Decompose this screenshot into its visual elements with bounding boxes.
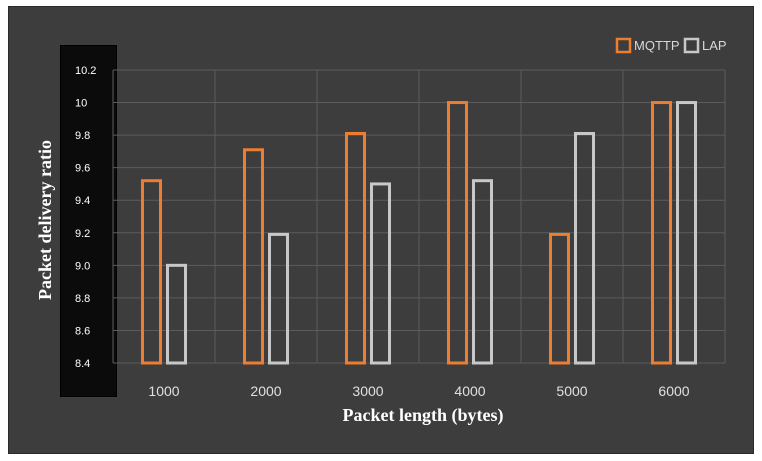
x-tick-label: 3000 [352,383,383,399]
bar-lap-2000 [268,232,289,365]
x-tick-label: 6000 [658,383,689,399]
y-tick-label: 10.2 [75,65,96,77]
bar-mqttp-4000 [447,101,468,365]
bar-mqttp-6000 [651,101,672,365]
legend-swatch-mqttp [615,37,632,54]
y-tick-label: 8.4 [75,358,90,370]
bar-lap-3000 [370,182,391,365]
bar-lap-6000 [676,101,697,365]
y-tick-label: 9.6 [75,163,90,175]
bar-mqttp-1000 [141,179,162,365]
y-tick-label: 8.8 [75,293,90,305]
y-tick-label: 9.4 [75,195,90,207]
y-axis-panel [60,45,117,397]
x-tick-labels: 1000 2000 3000 4000 5000 6000 [148,383,689,399]
x-tick-label: 2000 [250,383,281,399]
bar-mqttp-2000 [243,148,264,365]
legend: MQTTP LAP [615,37,727,54]
gridlines [112,69,726,364]
legend-label-lap: LAP [702,38,727,53]
y-tick-label: 9.0 [75,260,90,272]
legend-label-mqttp: MQTTP [634,38,680,53]
y-tick-label: 8.6 [75,325,90,337]
y-tick-labels: 8.4 8.6 8.8 9.0 9.2 9.4 9.6 9.8 10 10.2 [75,65,96,370]
x-tick-label: 5000 [556,383,587,399]
bar-mqttp-3000 [345,131,366,365]
bar-lap-5000 [574,131,595,365]
x-axis-title: Packet length (bytes) [343,405,504,426]
bar-lap-1000 [166,263,187,365]
y-tick-label: 9.8 [75,130,90,142]
y-axis-title: Packet delivery ratio [35,140,55,300]
x-tick-label: 1000 [148,383,179,399]
x-tick-label: 4000 [454,383,485,399]
y-tick-label: 9.2 [75,228,90,240]
bar-lap-4000 [472,179,493,365]
bars [141,101,697,365]
bar-mqttp-5000 [549,232,570,365]
chart-frame [8,6,754,454]
legend-swatch-lap [683,37,700,54]
y-tick-label: 10 [75,98,87,110]
